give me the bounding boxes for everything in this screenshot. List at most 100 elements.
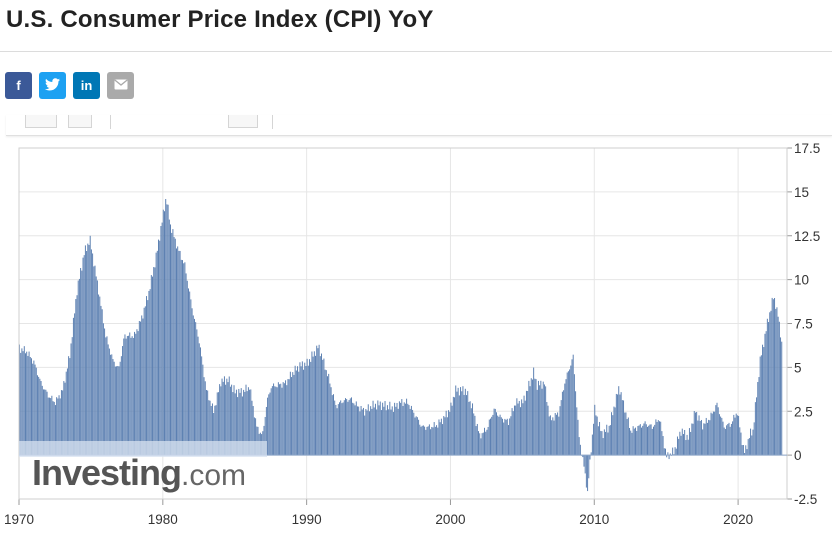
cpi-bar <box>235 389 237 456</box>
cpi-bar <box>58 395 60 456</box>
cpi-bar <box>162 209 164 456</box>
cpi-bar <box>209 400 211 456</box>
cpi-bar <box>27 355 29 456</box>
cpi-bar <box>112 359 114 456</box>
cpi-bar <box>747 439 749 456</box>
cpi-bar <box>464 388 466 456</box>
cpi-bar <box>328 373 330 456</box>
x-tick-label: 1980 <box>148 512 178 527</box>
cpi-bar <box>626 419 628 456</box>
cpi-bar <box>114 366 116 456</box>
cpi-bar <box>528 380 530 456</box>
cpi-bar <box>748 438 750 456</box>
email-share-button[interactable] <box>107 72 134 99</box>
cpi-bar <box>384 401 386 456</box>
facebook-share-button[interactable]: f <box>5 72 32 99</box>
cpi-bar <box>414 417 416 456</box>
cpi-bar <box>280 383 282 456</box>
cpi-bar <box>304 362 306 456</box>
cpi-bar <box>350 397 352 456</box>
cpi-bar <box>99 296 101 456</box>
x-tick-label: 2020 <box>723 512 753 527</box>
cpi-bar <box>251 400 253 456</box>
cpi-bar <box>463 394 465 456</box>
cpi-bar <box>436 425 438 456</box>
cpi-bar <box>286 385 288 456</box>
cpi-bar <box>605 431 607 456</box>
cpi-bar <box>231 384 233 456</box>
cpi-bar <box>54 405 56 456</box>
cpi-bar <box>693 410 695 456</box>
cpi-bar <box>111 354 113 456</box>
cpi-bar <box>288 379 290 456</box>
cpi-bar <box>131 336 133 456</box>
cpi-bar <box>542 381 544 456</box>
cpi-bar <box>505 419 507 456</box>
linkedin-share-button[interactable]: in <box>73 72 100 99</box>
cpi-bar <box>686 434 688 456</box>
cpi-bar <box>347 401 349 456</box>
cpi-bar <box>438 419 440 456</box>
cpi-bar <box>515 405 517 456</box>
cpi-bar <box>587 455 589 492</box>
toolbar-control[interactable] <box>25 115 57 128</box>
cpi-bar <box>233 385 235 456</box>
x-tick-label: 2010 <box>579 512 609 527</box>
cpi-bar <box>522 403 524 456</box>
cpi-bar <box>246 391 248 456</box>
cpi-bar <box>170 224 171 456</box>
cpi-bar <box>63 381 65 456</box>
cpi-bar <box>340 400 342 456</box>
cpi-bar <box>343 400 345 456</box>
cpi-bar <box>208 400 210 456</box>
cpi-bar <box>82 257 84 456</box>
cpi-bar <box>780 337 782 456</box>
cpi-bar <box>615 393 617 456</box>
cpi-bar <box>596 416 598 456</box>
cpi-bar <box>279 384 281 456</box>
cpi-bar <box>565 379 567 456</box>
cpi-bar <box>698 415 700 456</box>
cpi-bar <box>394 402 396 456</box>
cpi-bar <box>292 372 294 456</box>
cpi-bar <box>654 424 656 456</box>
cpi-bar <box>609 425 611 456</box>
cpi-bar <box>374 403 376 456</box>
cpi-bar <box>768 322 770 456</box>
cpi-bar <box>448 410 450 456</box>
cpi-bar <box>344 398 346 456</box>
toolbar-control[interactable] <box>68 115 92 128</box>
cpi-bar <box>348 400 350 456</box>
cpi-bar <box>310 361 312 456</box>
cpi-bar <box>75 299 77 456</box>
cpi-bar <box>100 305 102 456</box>
x-tick-label: 1970 <box>4 512 34 527</box>
cpi-bar <box>69 358 71 456</box>
cpi-bar <box>599 421 601 456</box>
cpi-bar <box>516 398 518 456</box>
cpi-bar <box>703 423 705 456</box>
cpi-bar <box>521 399 523 456</box>
cpi-bar <box>764 333 766 456</box>
cpi-bar <box>552 417 554 456</box>
y-tick-label: 15 <box>794 185 809 200</box>
cpi-bar <box>672 447 674 456</box>
cpi-bar <box>531 379 533 456</box>
cpi-bar <box>32 363 34 456</box>
cpi-bar <box>772 299 774 456</box>
cpi-bar <box>716 402 718 456</box>
cpi-bar <box>648 425 650 456</box>
cpi-bar <box>392 411 394 456</box>
cpi-bar <box>283 383 285 456</box>
cpi-bar <box>711 413 713 456</box>
cpi-bar <box>252 406 254 456</box>
cpi-bar <box>781 341 783 456</box>
cpi-bar <box>28 351 30 456</box>
cpi-bar <box>428 424 430 456</box>
cpi-bar <box>364 415 366 456</box>
toolbar-control[interactable] <box>228 115 258 128</box>
cpi-bar <box>493 408 495 456</box>
cpi-bar <box>685 440 687 456</box>
cpi-bar <box>523 395 525 456</box>
twitter-share-button[interactable] <box>39 72 66 99</box>
